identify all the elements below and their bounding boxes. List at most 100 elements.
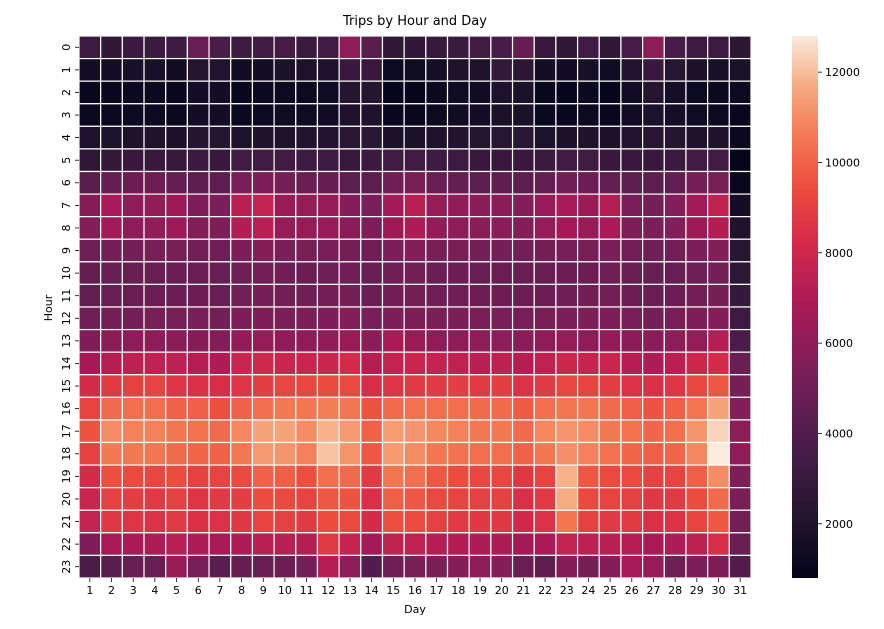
heatmap-cell	[165, 374, 188, 398]
heatmap-cell	[728, 193, 752, 218]
heatmap-cell	[316, 35, 340, 60]
heatmap-cell	[208, 261, 232, 286]
heatmap-cell	[338, 216, 362, 240]
heatmap-cell	[728, 328, 752, 353]
heatmap-cell	[100, 441, 123, 466]
heatmap-cell	[598, 374, 622, 398]
heatmap-cell	[728, 396, 752, 421]
heatmap-cell	[555, 328, 579, 353]
heatmap-cell	[316, 306, 340, 331]
heatmap-cell	[685, 351, 709, 376]
x-tick-label: 25	[603, 584, 617, 597]
y-tick-label: 23	[60, 560, 73, 574]
heatmap-cell	[78, 216, 102, 240]
heatmap-cell	[663, 306, 687, 331]
heatmap-cell	[186, 306, 210, 331]
y-tick-label: 8	[60, 224, 73, 231]
heatmap-cell	[100, 328, 123, 353]
heatmap-cell	[728, 216, 752, 240]
heatmap-cell	[576, 261, 600, 286]
heatmap-cell	[100, 261, 123, 286]
heatmap-cell	[555, 306, 579, 331]
y-tick-label: 18	[60, 447, 73, 461]
heatmap-cell	[642, 125, 665, 150]
heatmap-cell	[360, 35, 384, 60]
heatmap-cell	[425, 396, 449, 421]
heatmap-cell	[533, 193, 557, 218]
heatmap-cell	[642, 238, 665, 263]
heatmap-cell	[78, 170, 102, 195]
heatmap-cell	[446, 441, 470, 466]
heatmap-cell	[165, 306, 188, 331]
heatmap-cell	[143, 283, 167, 308]
heatmap-cell	[78, 328, 102, 353]
heatmap-cell	[511, 170, 535, 195]
heatmap-cell	[468, 125, 492, 150]
y-tick-label: 3	[60, 112, 73, 119]
heatmap-cell	[251, 238, 275, 263]
heatmap-cell	[186, 103, 210, 127]
heatmap-cell	[728, 509, 752, 534]
heatmap-cell	[295, 170, 319, 195]
heatmap-cell	[100, 509, 123, 534]
heatmap-cell	[511, 103, 535, 127]
heatmap-cell	[620, 306, 644, 331]
heatmap-cell	[165, 283, 188, 308]
heatmap-cell	[100, 103, 123, 127]
heatmap-cell	[533, 328, 557, 353]
heatmap-cell	[295, 351, 319, 376]
heatmap-cell	[685, 57, 709, 82]
x-tick-label: 10	[278, 584, 292, 597]
heatmap-cell	[78, 487, 102, 511]
heatmap-cell	[642, 80, 665, 105]
heatmap-cell	[403, 261, 427, 286]
heatmap-cell	[490, 57, 514, 82]
heatmap-cell	[338, 57, 362, 82]
heatmap-cell	[468, 554, 492, 579]
y-tick-label: 15	[60, 379, 73, 393]
heatmap-cell	[425, 441, 449, 466]
heatmap-cell	[555, 170, 579, 195]
heatmap-cell	[78, 509, 102, 534]
heatmap-cell	[230, 374, 254, 398]
y-tick-label: 4	[60, 134, 73, 141]
heatmap-cell	[707, 103, 730, 127]
heatmap-cell	[446, 170, 470, 195]
heatmap-cell	[576, 35, 600, 60]
x-tick-label: 19	[473, 584, 487, 597]
heatmap-cell	[446, 283, 470, 308]
heatmap-cell	[555, 57, 579, 82]
heatmap-cell	[490, 419, 514, 444]
heatmap-cell	[707, 441, 730, 466]
heatmap-cell	[685, 419, 709, 444]
heatmap-cell	[663, 464, 687, 489]
heatmap-cell	[381, 35, 405, 60]
heatmap-cell	[403, 193, 427, 218]
x-tick-label: 11	[300, 584, 314, 597]
heatmap-cell	[511, 396, 535, 421]
heatmap-cell	[273, 532, 297, 557]
heatmap-cell	[490, 351, 514, 376]
heatmap-cell	[208, 80, 232, 105]
heatmap-cell	[381, 464, 405, 489]
x-tick-label: 3	[130, 584, 137, 597]
heatmap-cell	[663, 80, 687, 105]
heatmap-cell	[165, 554, 188, 579]
heatmap-cell	[295, 261, 319, 286]
y-tick-label: 7	[60, 202, 73, 209]
heatmap-cell	[511, 306, 535, 331]
heatmap-cell	[620, 35, 644, 60]
heatmap-cell	[468, 509, 492, 534]
heatmap-cell	[685, 125, 709, 150]
heatmap-cell	[663, 148, 687, 173]
heatmap-cell	[533, 374, 557, 398]
heatmap-cell	[555, 216, 579, 240]
heatmap-cell	[642, 396, 665, 421]
heatmap-cell	[425, 170, 449, 195]
heatmap-cell	[121, 35, 145, 60]
x-tick-label: 14	[365, 584, 379, 597]
heatmap-cell	[685, 328, 709, 353]
heatmap-cell	[273, 238, 297, 263]
heatmap-cell	[230, 487, 254, 511]
heatmap-cell	[251, 283, 275, 308]
